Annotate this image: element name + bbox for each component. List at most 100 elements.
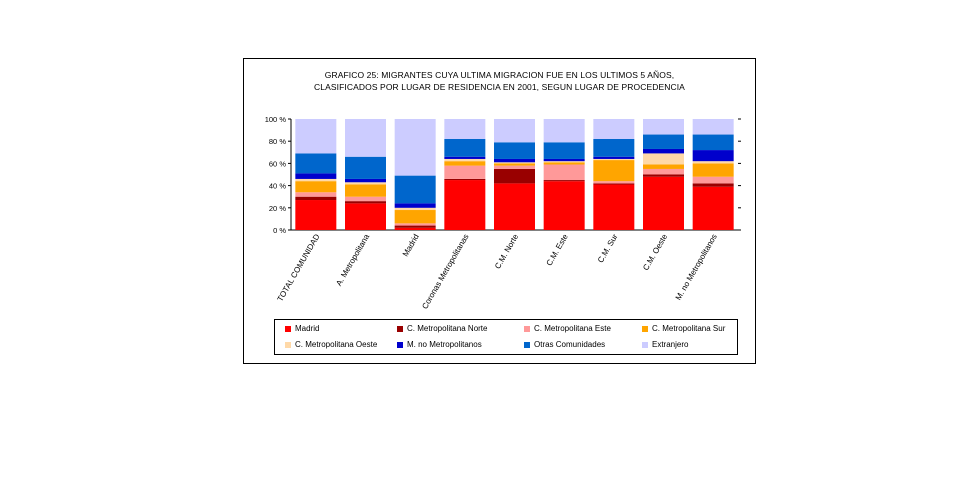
bar-segment (643, 134, 684, 149)
y-tick-label: 0 % (273, 226, 286, 235)
bar-segment (692, 161, 734, 164)
legend-swatch (524, 342, 530, 348)
bar-segment (394, 207, 436, 211)
bar-segment (593, 138, 635, 157)
bar-segment (494, 163, 535, 166)
bar-segment (643, 174, 684, 177)
bar-segment (494, 165, 535, 169)
y-tick-label: 100 % (265, 115, 287, 124)
bar-segment (543, 142, 585, 159)
legend-swatch (285, 326, 291, 332)
bar-segment (394, 227, 436, 230)
chart-title: GRAFICO 25: MIGRANTES CUYA ULTIMA MIGRAC… (244, 69, 755, 93)
bar-segment (692, 134, 734, 151)
bar-segment (295, 200, 337, 230)
x-tick-label: C.M. Norte (493, 232, 520, 270)
bar-segment (444, 161, 486, 166)
chart-title-line-2: CLASIFICADOS POR LUGAR DE RESIDENCIA EN … (314, 82, 685, 92)
legend-item: M. no Metropolitanos (397, 340, 482, 350)
legend-label: C. Metropolitana Oeste (295, 340, 378, 349)
bar-segment (345, 184, 386, 197)
legend-item: C. Metropolitana Sur (642, 324, 726, 334)
legend-swatch (397, 342, 403, 348)
legend-swatch (397, 326, 403, 332)
x-tick-label: C.M. Oeste (641, 232, 669, 272)
x-tick-label: C.M. Este (545, 232, 571, 267)
bar-segment (494, 158, 535, 163)
bar-segment (692, 150, 734, 162)
bar-segment (543, 162, 585, 165)
bar-segment (692, 163, 734, 177)
legend-label: C. Metropolitana Este (534, 324, 611, 333)
y-tick-label: 60 % (269, 159, 286, 168)
x-tick-label: C.M. Sur (596, 232, 620, 264)
bar-segment (643, 148, 684, 154)
x-tick-label: A. Metropolitana (334, 232, 371, 287)
bar-segment (394, 210, 436, 224)
bar-segment (692, 119, 734, 135)
bar-segment (444, 180, 486, 230)
bar-segment (543, 181, 585, 230)
bar-segment (643, 164, 684, 169)
bar-segment (494, 142, 535, 159)
bar-segment (444, 158, 486, 162)
bar-segment (593, 158, 635, 161)
bar-segment (295, 196, 337, 201)
legend-label: C. Metropolitana Sur (652, 324, 726, 333)
y-tick-label: 40 % (269, 182, 286, 191)
bar-segment (394, 119, 436, 176)
bar-segment (593, 156, 635, 159)
bar-segment (295, 178, 337, 182)
legend-item: Otras Comunidades (524, 340, 605, 350)
bar-segment (394, 175, 436, 204)
x-tick-label: TOTAL COMUNIDAD (276, 232, 322, 303)
bar-segment (295, 153, 337, 174)
bar-segment (394, 223, 436, 226)
bar-segment (444, 165, 486, 179)
bar-segment (593, 184, 635, 230)
legend-item: Madrid (285, 324, 320, 334)
x-tick-label: Coronas Metropolitanas (420, 232, 470, 310)
legend-item: C. Metropolitana Oeste (285, 340, 378, 350)
bar-segment (295, 192, 337, 197)
bar-segment (593, 119, 635, 139)
bar-segment (543, 164, 585, 181)
bar-segment (345, 178, 386, 183)
bar-segment (295, 181, 337, 193)
bar-segment (345, 119, 386, 157)
legend-label: C. Metropolitana Norte (407, 324, 488, 333)
bar-segment (692, 176, 734, 184)
bar-segment (692, 186, 734, 230)
bar-segment (494, 119, 535, 143)
bar-segment (593, 181, 635, 184)
legend-label: Madrid (295, 324, 320, 333)
bar-segment (494, 168, 535, 184)
legend-item: C. Metropolitana Norte (397, 324, 488, 334)
bar-segment (295, 119, 337, 154)
legend-swatch (285, 342, 291, 348)
bar-segment (345, 156, 386, 179)
legend-swatch (524, 326, 530, 332)
bar-segment (643, 119, 684, 135)
legend-item: C. Metropolitana Este (524, 324, 611, 334)
bar-segment (593, 183, 635, 185)
legend-swatch (642, 342, 648, 348)
bar-segment (643, 153, 684, 165)
legend-swatch (642, 326, 648, 332)
bar-segment (593, 160, 635, 182)
bar-segment (692, 183, 734, 187)
chart-legend: Madrid C. Metropolitana Norte C. Metropoli… (274, 319, 738, 355)
bar-segment (345, 182, 386, 185)
x-tick-label: Madrid (401, 233, 421, 259)
y-tick-label: 80 % (269, 137, 286, 146)
chart-frame: GRAFICO 25: MIGRANTES CUYA ULTIMA MIGRAC… (243, 58, 756, 364)
bar-segment (543, 119, 585, 143)
bar-segment (494, 162, 535, 164)
bar-segment (394, 225, 436, 228)
bar-segment (643, 168, 684, 175)
legend-label: M. no Metropolitanos (407, 340, 482, 349)
bar-segment (543, 180, 585, 182)
bar-segment (494, 183, 535, 230)
bar-segment (345, 203, 386, 230)
bar-segment (345, 196, 386, 202)
